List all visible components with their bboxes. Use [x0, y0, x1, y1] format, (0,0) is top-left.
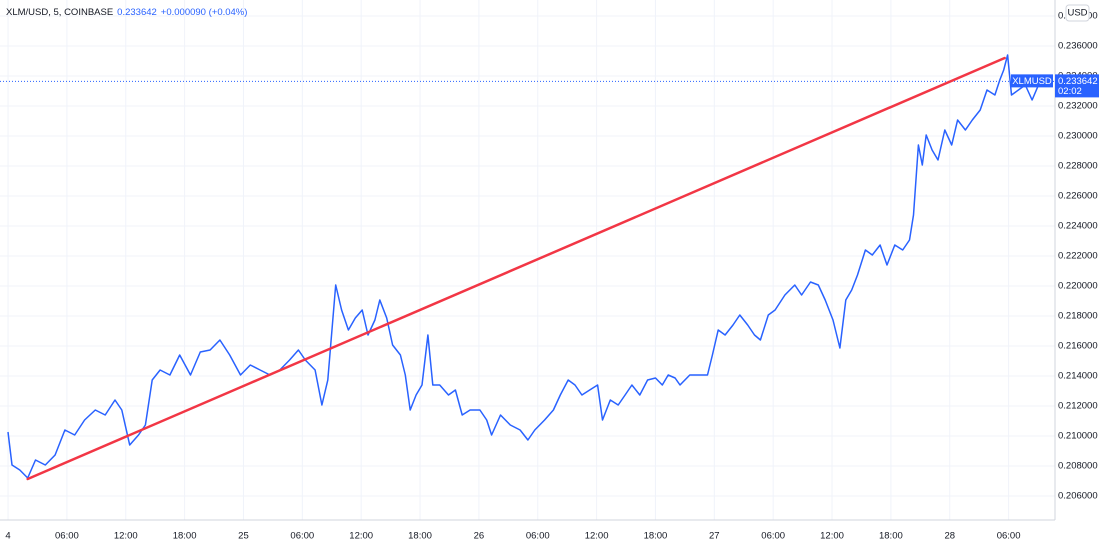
currency-label[interactable]: USD [1067, 8, 1087, 19]
plot [0, 54, 1055, 481]
y-tick-label: 0.236000 [1058, 41, 1098, 52]
x-tick-label: 27 [709, 531, 720, 542]
price-tag-value: 0.233642 [1058, 76, 1098, 87]
price-line [7, 54, 1041, 479]
x-tick-label: 06:00 [761, 531, 785, 542]
header-price: 0.233642 [117, 7, 157, 18]
x-tick-label: 06:00 [290, 531, 314, 542]
x-tick-label: 06:00 [526, 531, 550, 542]
x-tick-label: 4 [5, 531, 10, 542]
legend: XLM/USD, 5, COINBASE 0.233642 +0.000090 (+… [6, 7, 247, 18]
y-tick-label: 0.210000 [1058, 431, 1098, 442]
y-tick-label: 0.218000 [1058, 311, 1098, 322]
x-tick-label: 12:00 [114, 531, 138, 542]
y-tick-label: 0.212000 [1058, 401, 1098, 412]
change: +0.000090 (+0.04%) [161, 7, 248, 18]
grid [0, 0, 1055, 520]
x-tick-label: 12:00 [820, 531, 844, 542]
x-tick-label: 18:00 [408, 531, 432, 542]
x-tick-label: 12:00 [349, 531, 373, 542]
y-tick-label: 0.220000 [1058, 281, 1098, 292]
y-tick-label: 0.226000 [1058, 191, 1098, 202]
y-tick-label: 0.230000 [1058, 131, 1098, 142]
x-tick-label: 25 [238, 531, 249, 542]
x-tick-label: 18:00 [879, 531, 903, 542]
y-tick-label: 0.224000 [1058, 221, 1098, 232]
x-tick-label: 18:00 [644, 531, 668, 542]
countdown: 02:02 [1058, 86, 1082, 97]
x-tick-label: 06:00 [997, 531, 1021, 542]
symbol: XLM/USD, 5, COINBASE [6, 7, 113, 18]
symbol-tag-box [1011, 74, 1053, 88]
x-tick-label: 26 [474, 531, 485, 542]
x-tick-label: 18:00 [173, 531, 197, 542]
y-tick-label: 0.228000 [1058, 161, 1098, 172]
symbol-tag: XLMUSD [1012, 76, 1052, 87]
currency-button[interactable] [1065, 4, 1090, 22]
y-tick-label: 0.216000 [1058, 341, 1098, 352]
x-tick-label: 28 [944, 531, 955, 542]
y-tick-label: 0.208000 [1058, 461, 1098, 472]
x-tick-label: 06:00 [55, 531, 79, 542]
trend-line [26, 56, 1006, 481]
y-tick-label: 0.232000 [1058, 101, 1098, 112]
y-tick-label: 0.206000 [1058, 491, 1098, 502]
price-tag-box [1055, 74, 1099, 98]
y-tick-label: 0.222000 [1058, 251, 1098, 262]
x-tick-label: 12:00 [585, 531, 609, 542]
y-tick-label: 0.214000 [1058, 371, 1098, 382]
